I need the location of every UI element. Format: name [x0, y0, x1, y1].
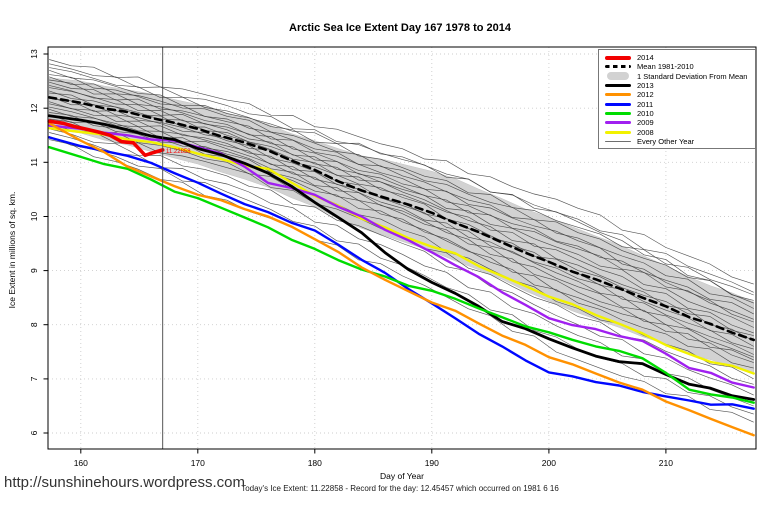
other-year-line: [49, 63, 754, 293]
x-tick-label: 200: [542, 458, 556, 468]
legend-line-swatch: [604, 55, 632, 60]
legend: 2014 Mean 1981-2010 1 Standard Deviation F…: [598, 49, 756, 149]
other-year-line: [49, 98, 754, 347]
legend-line-swatch: [604, 130, 632, 134]
legend-item-2013: 2013: [604, 81, 755, 90]
y-tick-label: 7: [29, 376, 39, 381]
other-year-line: [49, 69, 754, 304]
y-tick-label: 11: [29, 158, 39, 167]
legend-line-swatch: [604, 140, 632, 142]
legend-line-swatch: [604, 84, 632, 88]
legend-item-1-standard-deviation-from-mean: 1 Standard Deviation From Mean: [604, 72, 755, 81]
legend-label: 2011: [637, 99, 654, 109]
x-tick-label: 160: [74, 458, 88, 468]
legend-label: Every Other Year: [637, 136, 695, 146]
series-2010: [48, 145, 755, 404]
legend-item-2014: 2014: [604, 53, 755, 62]
record-annotation: 11.22858: [166, 149, 191, 155]
legend-line-swatch: [604, 93, 632, 97]
series-2008: [48, 126, 755, 375]
y-tick-label: 13: [29, 49, 39, 59]
legend-line-swatch: [604, 65, 632, 69]
legend-band-swatch: [604, 72, 632, 80]
legend-item-mean-1981-2010: Mean 1981-2010: [604, 62, 755, 71]
legend-label: 1 Standard Deviation From Mean: [637, 71, 748, 81]
legend-label: 2013: [637, 81, 654, 91]
legend-label: Mean 1981-2010: [637, 62, 694, 72]
x-tick-label: 190: [425, 458, 439, 468]
y-tick-label: 6: [29, 430, 39, 435]
other-year-line: [49, 103, 754, 355]
other-year-line: [49, 95, 754, 336]
other-year-line: [49, 112, 754, 361]
y-tick-label: 8: [29, 322, 39, 327]
y-tick-label: 10: [29, 212, 39, 222]
legend-item-2011: 2011: [604, 99, 755, 109]
other-year-line: [49, 67, 754, 296]
legend-label: 2012: [637, 90, 654, 100]
x-tick-label: 170: [191, 458, 205, 468]
legend-label: 2008: [637, 127, 654, 137]
legend-item-2008: 2008: [604, 127, 755, 137]
series-2013: [47, 114, 756, 401]
other-year-line: [49, 128, 754, 396]
legend-item-2012: 2012: [604, 90, 755, 99]
y-axis-label: Ice Extent in millions of sq. km.: [7, 192, 17, 309]
other-year-line: [49, 76, 754, 301]
x-tick-label: 180: [308, 458, 322, 468]
other-year-line: [49, 92, 754, 342]
series-mean-1981-2010: [47, 96, 756, 342]
x-tick-label: 210: [659, 458, 673, 468]
chart-title: Arctic Sea Ice Extent Day 167 1978 to 20…: [289, 22, 511, 34]
other-year-line: [49, 79, 754, 315]
series-2014: [47, 119, 165, 158]
y-tick-label: 9: [29, 268, 39, 273]
legend-label: 2009: [637, 118, 654, 128]
other-year-line: [49, 132, 754, 407]
other-year-line: [49, 85, 754, 328]
series-2012: [48, 122, 755, 437]
y-tick-label: 12: [29, 103, 39, 113]
other-year-line: [49, 81, 754, 323]
legend-label: 2014: [637, 53, 654, 63]
plot-border: [47, 46, 757, 450]
legend-line-swatch: [604, 111, 632, 115]
series-2011: [48, 136, 755, 410]
legend-item-2010: 2010: [604, 109, 755, 118]
legend-line-swatch: [604, 102, 632, 106]
other-year-line: [49, 74, 754, 309]
other-year-line: [49, 87, 754, 320]
x-axis-label: Day of Year: [380, 471, 424, 481]
other-year-line: [49, 108, 754, 363]
site-url[interactable]: http://sunshinehours.wordpress.com: [4, 474, 245, 491]
other-year-line: [49, 59, 754, 285]
legend-label: 2010: [637, 108, 654, 118]
other-year-line: [49, 101, 754, 350]
legend-item-2009: 2009: [604, 118, 755, 127]
legend-line-swatch: [604, 121, 632, 125]
plot-generated-content: 160 170 180 190 200 210 6 7 8 9 10 11 12 13: [29, 46, 757, 468]
legend-item-every-other-year: Every Other Year: [604, 137, 755, 146]
other-year-line: [49, 139, 754, 423]
other-year-line: [49, 118, 754, 380]
caption: Today's Ice Extent: 11.22858 - Record fo…: [241, 484, 559, 493]
